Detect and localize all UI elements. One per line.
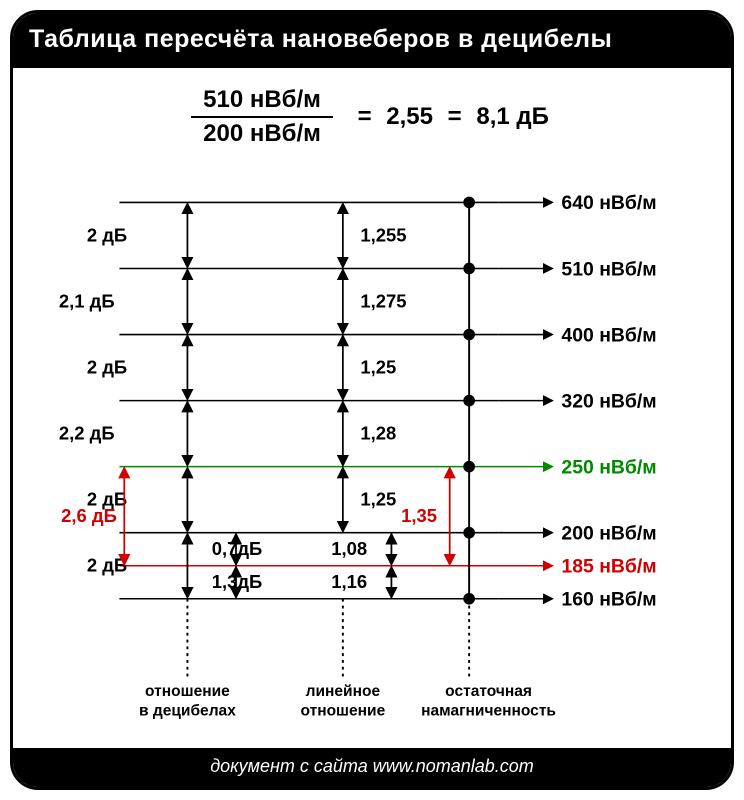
svg-text:1,28: 1,28 — [360, 422, 396, 443]
svg-text:1,25: 1,25 — [360, 356, 396, 377]
svg-text:1,35: 1,35 — [401, 505, 437, 526]
chart: 640 нВб/м 510 нВб/м 400 нВб/м 320 нВб/м 250 … — [53, 183, 691, 727]
frame: Таблица пересчёта нановеберов в децибелы… — [10, 10, 734, 790]
svg-text:линейное: линейное — [306, 683, 381, 700]
svg-text:200 нВб/м: 200 нВб/м — [561, 523, 656, 545]
svg-text:2,1 дБ: 2,1 дБ — [59, 290, 115, 311]
svg-text:510 нВб/м: 510 нВб/м — [561, 258, 656, 280]
svg-text:2,2 дБ: 2,2 дБ — [59, 422, 115, 443]
formula: 510 нВб/м 200 нВб/м = 2,55 = 8,1 дБ — [13, 86, 731, 148]
svg-text:в децибелах: в децибелах — [139, 702, 236, 719]
svg-text:отношение: отношение — [145, 683, 230, 700]
svg-text:2 дБ: 2 дБ — [87, 356, 127, 377]
svg-text:1,16: 1,16 — [331, 571, 367, 592]
formula-eq1: = — [358, 103, 372, 131]
svg-text:2 дБ: 2 дБ — [87, 555, 127, 576]
svg-text:320 нВб/м: 320 нВб/м — [561, 390, 656, 412]
svg-text:остаточная: остаточная — [445, 683, 532, 700]
footer-text: документ с сайта www.nomanlab.com — [210, 756, 534, 776]
chart-svg: 640 нВб/м 510 нВб/м 400 нВб/м 320 нВб/м 250 … — [53, 183, 691, 727]
svg-text:1,25: 1,25 — [360, 489, 396, 510]
svg-text:1,275: 1,275 — [360, 290, 406, 311]
svg-text:1,08: 1,08 — [331, 538, 367, 559]
formula-eq2: = — [448, 103, 462, 131]
svg-text:640 нВб/м: 640 нВб/м — [561, 192, 656, 214]
formula-denominator: 200 нВб/м — [191, 118, 333, 148]
svg-text:160 нВб/м: 160 нВб/м — [561, 589, 656, 611]
svg-text:отношение: отношение — [300, 702, 385, 719]
svg-text:250 нВб/м: 250 нВб/м — [561, 456, 656, 478]
svg-text:2 дБ: 2 дБ — [87, 224, 127, 245]
svg-text:намагниченность: намагниченность — [421, 702, 556, 719]
svg-text:185 нВб/м: 185 нВб/м — [561, 556, 656, 578]
formula-ratio: 2,55 — [386, 103, 433, 131]
svg-text:1,3дБ: 1,3дБ — [212, 571, 263, 592]
svg-text:0,7дБ: 0,7дБ — [212, 538, 263, 559]
title-bar: Таблица пересчёта нановеберов в децибелы — [13, 13, 731, 68]
svg-text:2,6 дБ: 2,6 дБ — [61, 505, 117, 526]
svg-text:1,255: 1,255 — [360, 224, 406, 245]
formula-numerator: 510 нВб/м — [191, 86, 333, 118]
formula-db: 8,1 дБ — [476, 103, 549, 131]
svg-text:400 нВб/м: 400 нВб/м — [561, 324, 656, 346]
footer-bar: документ с сайта www.nomanlab.com — [13, 748, 731, 787]
title-text: Таблица пересчёта нановеберов в децибелы — [29, 25, 612, 53]
formula-fraction: 510 нВб/м 200 нВб/м — [191, 86, 333, 148]
